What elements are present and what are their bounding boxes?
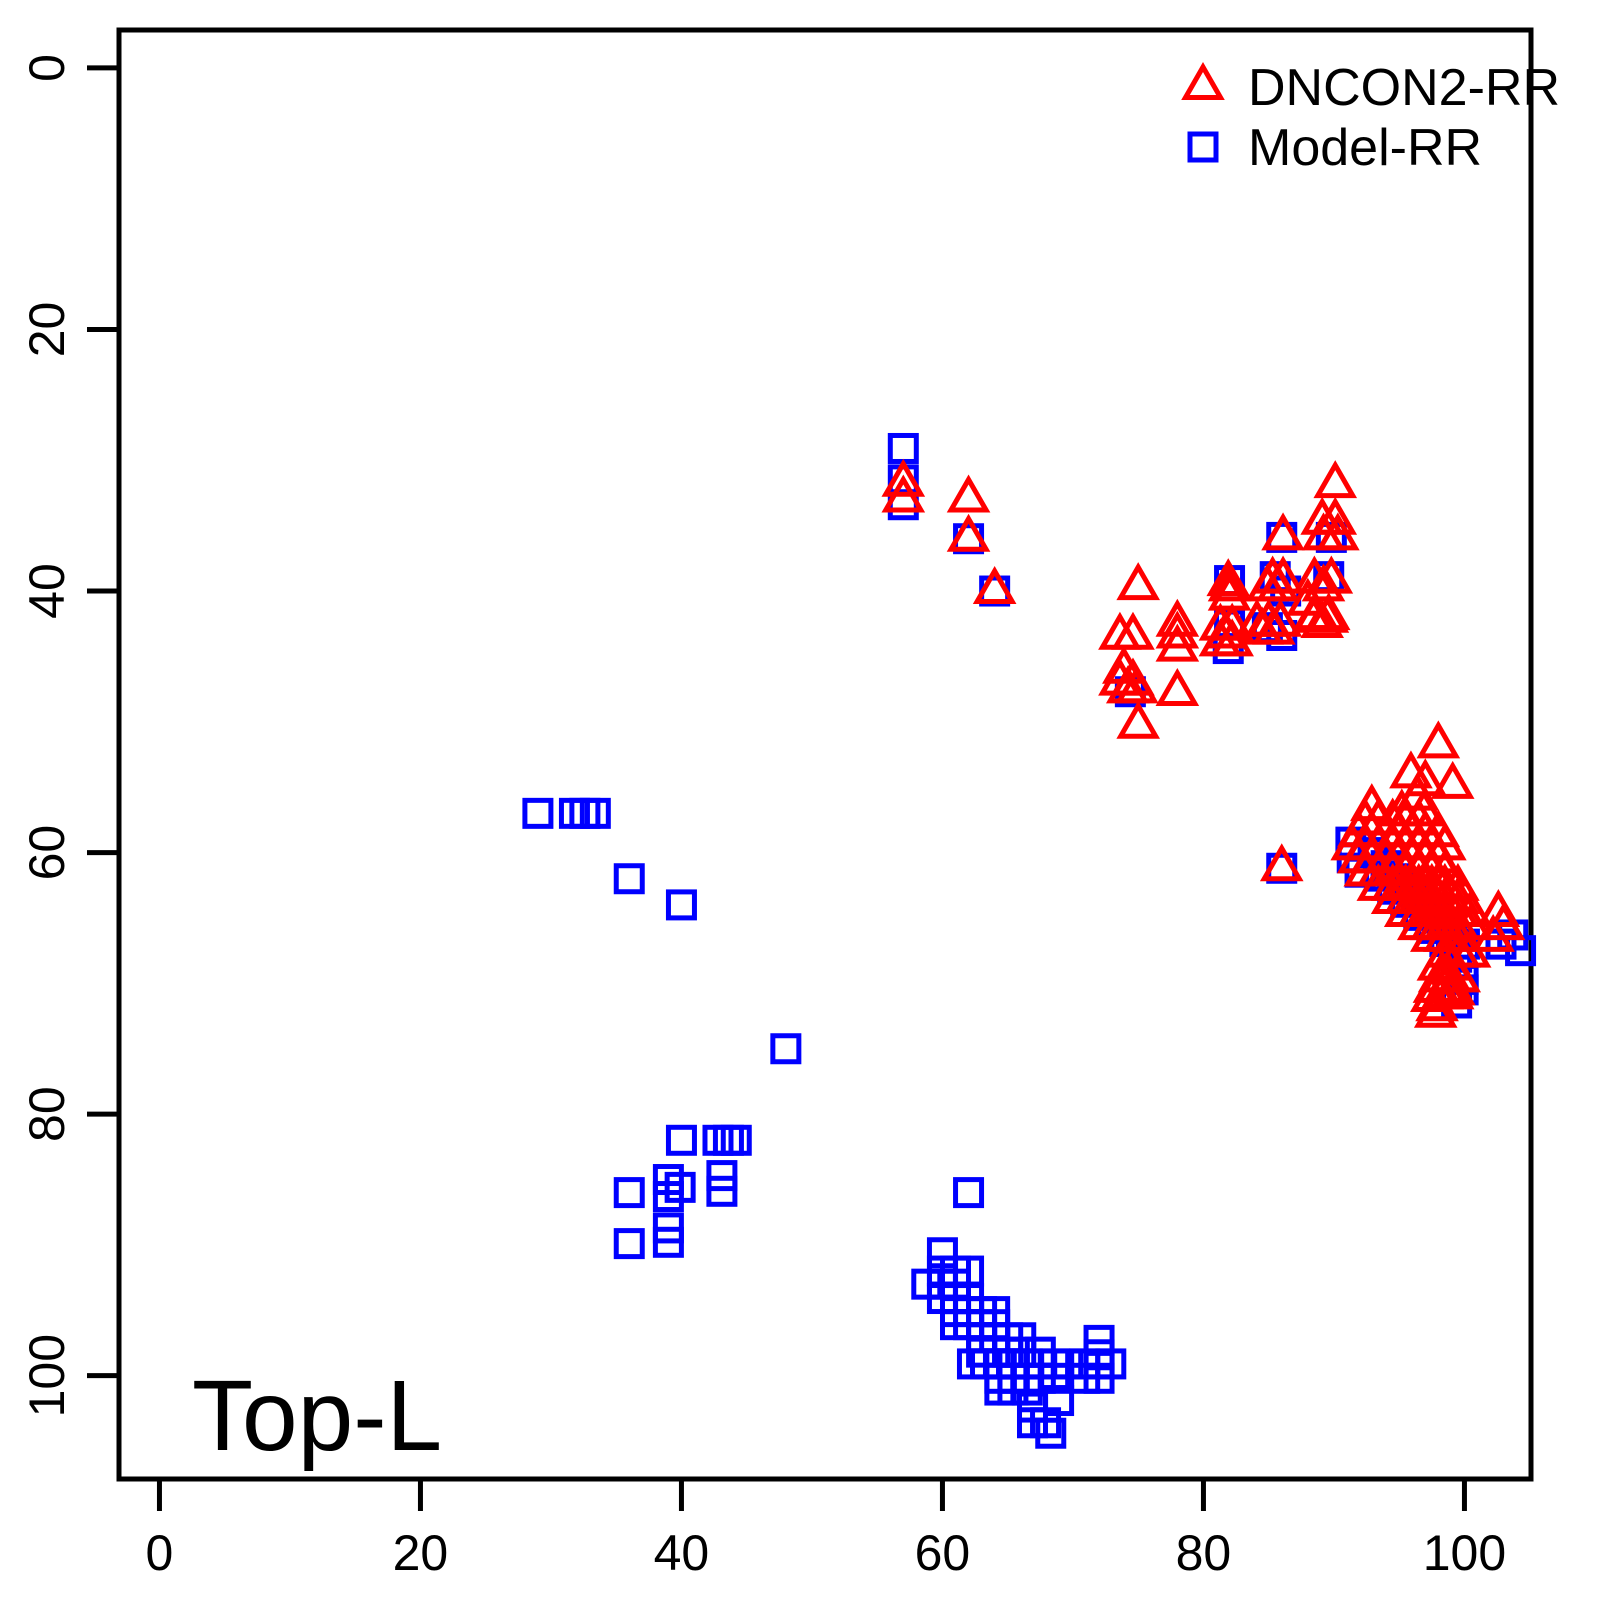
triangle-marker — [1413, 989, 1458, 1028]
square-marker — [770, 1033, 802, 1065]
square-marker — [1030, 1407, 1062, 1439]
square-marker — [706, 1175, 738, 1207]
triangle-marker — [881, 458, 926, 497]
square-marker — [1083, 1362, 1115, 1394]
y-tick-label: 0 — [19, 54, 75, 82]
square-marker — [579, 797, 611, 829]
triangle-marker — [1430, 971, 1475, 1010]
triangle-marker — [1155, 598, 1200, 637]
triangle-marker — [1436, 913, 1480, 952]
triangle-marker — [1261, 512, 1305, 551]
triangle-marker — [1155, 623, 1200, 662]
plot-border — [116, 27, 1534, 1482]
legend: DNCON2-RR Model-RR — [1181, 59, 1560, 177]
triangle-marker — [1259, 843, 1304, 882]
square-marker — [953, 1177, 985, 1209]
y-tick-label: 20 — [19, 302, 75, 358]
annotation-top-l: Top-L — [192, 1360, 442, 1472]
y-tick-label: 100 — [19, 1334, 75, 1417]
y-tick-label: 80 — [19, 1086, 75, 1142]
x-tick-label: 100 — [1423, 1525, 1506, 1581]
x-axis: 0 20 40 60 80 100 — [146, 1479, 1506, 1581]
square-marker — [613, 863, 645, 895]
triangle-marker — [1316, 512, 1360, 551]
triangle-marker — [881, 474, 926, 513]
series-dncon2-rr — [881, 458, 1526, 1028]
legend-label-model: Model-RR — [1248, 119, 1482, 177]
triangle-marker — [1471, 913, 1515, 952]
triangle-marker — [1210, 618, 1254, 657]
x-tick-label: 20 — [393, 1525, 449, 1581]
triangle-icon — [1181, 61, 1225, 100]
triangle-marker — [1252, 606, 1296, 645]
triangle-marker — [1245, 563, 1290, 602]
triangle-marker — [1155, 668, 1200, 707]
triangle-marker — [1116, 562, 1161, 601]
y-axis: 0 20 40 60 80 100 — [19, 54, 119, 1417]
triangle-marker — [1313, 496, 1358, 535]
triangle-marker — [1447, 929, 1492, 968]
triangle-marker — [972, 566, 1017, 605]
square-marker — [887, 432, 919, 464]
triangle-marker — [1155, 610, 1200, 649]
triangle-marker — [1301, 563, 1346, 602]
square-marker — [702, 1124, 734, 1156]
square-marker — [1011, 1374, 1043, 1406]
series-model-rr — [522, 432, 1537, 1449]
x-tick-label: 80 — [1176, 1525, 1232, 1581]
triangle-marker — [1430, 760, 1475, 799]
square-marker — [712, 1124, 744, 1156]
triangle-marker — [1305, 594, 1350, 633]
square-marker — [613, 1177, 645, 1209]
triangle-marker — [1449, 889, 1493, 928]
square-icon — [1187, 131, 1219, 163]
square-marker — [652, 1181, 684, 1213]
triangle-marker — [1309, 555, 1354, 594]
y-tick-label: 60 — [19, 825, 75, 881]
triangle-marker — [946, 513, 991, 552]
x-tick-label: 0 — [146, 1525, 174, 1581]
triangle-marker — [1313, 460, 1358, 499]
square-marker — [665, 889, 697, 921]
triangle-marker — [1111, 611, 1155, 650]
square-marker — [522, 797, 554, 829]
square-marker — [706, 1160, 738, 1192]
square-marker — [720, 1124, 752, 1156]
square-marker — [569, 797, 601, 829]
triangle-marker — [1115, 665, 1159, 704]
legend-label-dncon2: DNCON2-RR — [1248, 59, 1560, 117]
square-marker — [665, 1124, 697, 1156]
square-marker — [652, 1226, 684, 1258]
triangle-marker — [1416, 720, 1461, 759]
triangle-marker — [1116, 700, 1161, 739]
square-marker — [613, 1228, 645, 1260]
x-tick-label: 60 — [915, 1525, 971, 1581]
y-tick-label: 40 — [19, 563, 75, 619]
square-marker — [1035, 1417, 1067, 1449]
triangle-marker — [946, 474, 991, 513]
triangle-marker — [1207, 563, 1252, 602]
x-tick-label: 40 — [654, 1525, 710, 1581]
